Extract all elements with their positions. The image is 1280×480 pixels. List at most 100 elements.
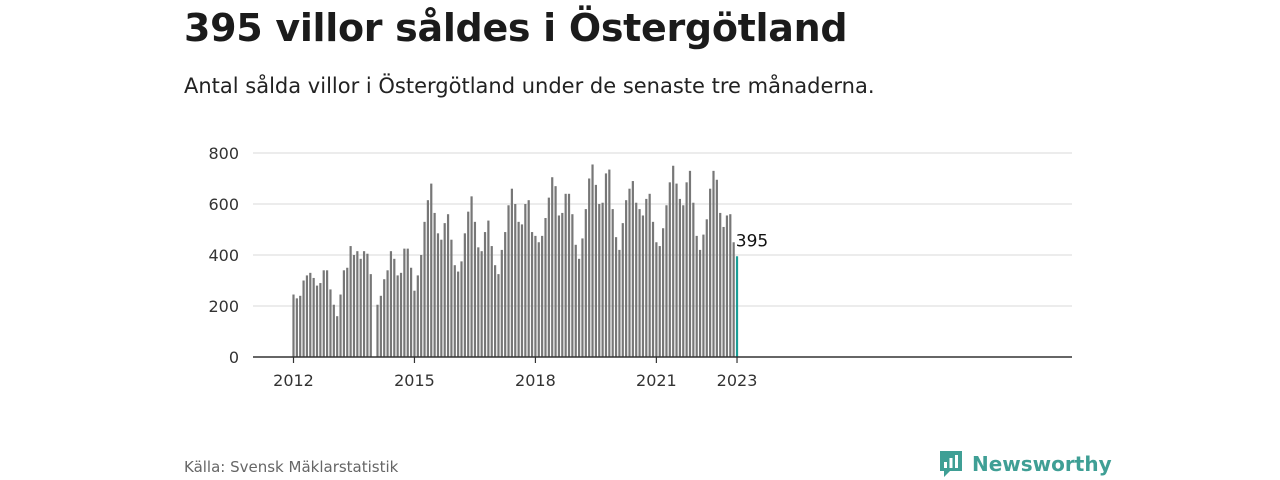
- bar: [638, 209, 641, 357]
- bar: [608, 169, 611, 357]
- x-tick-label: 2023: [717, 371, 758, 390]
- bar: [403, 248, 406, 357]
- bar: [366, 253, 369, 357]
- y-tick-label: 0: [229, 348, 239, 367]
- bar: [648, 193, 651, 357]
- bar: [356, 251, 359, 357]
- bar: [635, 202, 638, 357]
- bar: [369, 274, 372, 357]
- bar: [500, 249, 503, 357]
- bar: [359, 258, 362, 357]
- bar: [631, 181, 634, 357]
- y-tick-label: 200: [208, 297, 239, 316]
- bar: [326, 270, 329, 357]
- bar: [349, 246, 352, 357]
- bar: [413, 290, 416, 357]
- bar: [440, 239, 443, 357]
- bar: [322, 270, 325, 357]
- x-tick-label: 2012: [273, 371, 314, 390]
- brand-logo[interactable]: Newsworthy: [938, 449, 1112, 479]
- bar: [581, 238, 584, 357]
- bar: [460, 261, 463, 357]
- bar: [662, 228, 665, 357]
- bar: [406, 248, 409, 357]
- bar: [430, 183, 433, 357]
- bar: [446, 214, 450, 357]
- bar: [574, 244, 577, 357]
- bar: [645, 198, 648, 357]
- bar: [719, 212, 722, 357]
- bar: [722, 226, 725, 357]
- bar: [494, 265, 497, 357]
- bar: [376, 304, 379, 357]
- bar: [410, 267, 413, 357]
- bar: [544, 218, 547, 357]
- bar: [655, 242, 658, 357]
- bar: [389, 251, 393, 357]
- bars: [292, 164, 739, 357]
- bar: [668, 182, 671, 357]
- bar: [457, 271, 460, 357]
- bar: [725, 215, 729, 357]
- bar: [319, 283, 322, 357]
- bar: [305, 275, 309, 357]
- bar: [393, 258, 396, 357]
- highlight-value-label: 395: [736, 231, 768, 251]
- bar: [702, 234, 705, 357]
- chart-subtitle: Antal sålda villor i Östergötland under …: [184, 74, 875, 98]
- bar: [551, 177, 554, 357]
- bar: [514, 204, 517, 357]
- bar: [571, 214, 574, 357]
- bar: [598, 204, 601, 357]
- bar: [379, 295, 382, 357]
- bar-highlight: [735, 256, 739, 357]
- bar: [339, 294, 342, 357]
- bar: [342, 270, 345, 357]
- bar: [453, 265, 456, 357]
- bar-chart: 0 200 400 600 800 395 2012 2015 2018 2021 2023: [208, 144, 1072, 390]
- bar: [504, 232, 507, 357]
- bar: [601, 202, 604, 357]
- bar: [537, 242, 540, 357]
- bar: [467, 211, 470, 357]
- bar: [383, 279, 386, 357]
- bar: [695, 235, 698, 357]
- bar: [625, 200, 628, 357]
- bar: [618, 249, 621, 357]
- bar: [678, 198, 681, 357]
- bar: [332, 304, 335, 357]
- bar: [329, 289, 332, 357]
- bar: [315, 285, 319, 357]
- bar: [483, 232, 487, 357]
- bar: [423, 221, 426, 357]
- bar: [362, 251, 366, 357]
- bar: [473, 221, 477, 357]
- x-tick-label: 2021: [636, 371, 677, 390]
- bar: [352, 255, 356, 357]
- bar: [295, 298, 298, 357]
- bar: [396, 275, 399, 357]
- bar: [567, 193, 571, 357]
- bar: [658, 246, 661, 357]
- bar: [628, 188, 631, 357]
- bar: [578, 258, 581, 357]
- x-tick-label: 2015: [394, 371, 435, 390]
- bar: [487, 220, 490, 357]
- bar: [312, 277, 315, 357]
- bar: [527, 200, 530, 357]
- bar: [386, 270, 389, 357]
- bar: [705, 219, 708, 357]
- bar: [517, 221, 520, 357]
- bar: [426, 200, 429, 357]
- y-tick-label: 800: [208, 144, 239, 163]
- bar: [709, 188, 712, 357]
- bar: [346, 267, 349, 357]
- bar: [688, 170, 692, 357]
- bar: [433, 212, 436, 357]
- bar: [682, 205, 685, 357]
- bar: [692, 202, 695, 357]
- bar: [611, 209, 614, 357]
- bar: [651, 221, 655, 357]
- bar: [641, 215, 645, 357]
- bar: [604, 173, 608, 357]
